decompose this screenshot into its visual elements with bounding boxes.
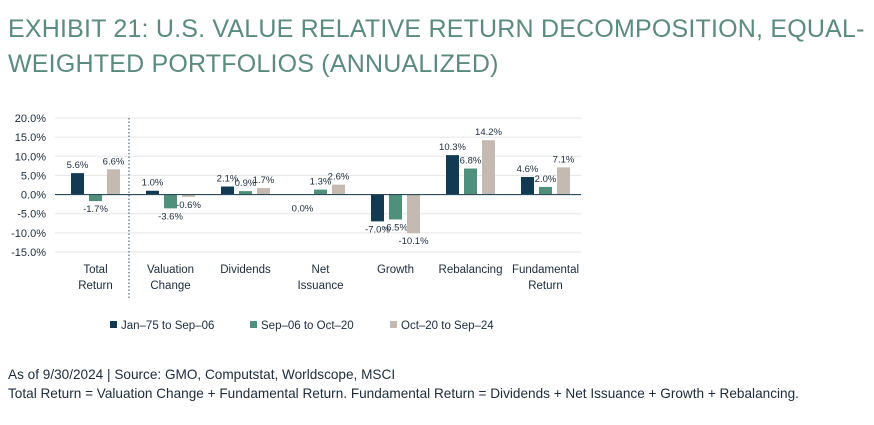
legend-label: Oct–20 to Sep–24 (401, 320, 494, 332)
bar-2 (89, 194, 102, 202)
bar-1 (521, 176, 534, 195)
y-tick-label: -10.0% (11, 228, 46, 240)
y-tick-label: 0.0% (21, 190, 46, 202)
data-label: 2.1% (217, 174, 239, 185)
bar-3 (107, 169, 120, 195)
formula-note: Total Return = Valuation Change + Fundam… (8, 386, 799, 401)
data-label: -6.5% (383, 222, 408, 233)
x-category-label: Total (83, 264, 107, 276)
legend-swatch-1 (110, 321, 117, 328)
bar-2 (164, 194, 177, 209)
bar-3 (557, 167, 570, 195)
x-category-label: Return (528, 280, 563, 292)
data-label: 4.6% (517, 164, 539, 175)
data-label: 7.1% (553, 154, 575, 165)
relative-return-decomposition-chart: -15.0% -10.0% -5.0% 0.0% 5.0% 10.0% 15.0% 20.0%… (11, 113, 581, 332)
bar-2 (464, 168, 477, 195)
bar-1 (371, 194, 384, 222)
data-label: 5.6% (67, 160, 89, 171)
source-note: As of 9/30/2024 | Source: GMO, Computsta… (8, 367, 396, 382)
data-label: 2.6% (328, 172, 350, 183)
x-category-label: Rebalancing (439, 264, 503, 276)
data-label: 14.2% (475, 127, 502, 138)
data-label: 1.3% (310, 177, 332, 188)
bar-1 (71, 173, 84, 195)
data-label: 1.0% (142, 178, 164, 189)
y-tick-label: -15.0% (11, 247, 46, 259)
data-label: 0.9% (235, 178, 257, 189)
legend-label: Sep–06 to Oct–20 (261, 320, 354, 332)
x-category-label: Change (150, 280, 190, 292)
legend-label: Jan–75 to Sep–06 (121, 320, 214, 332)
y-tick-label: 15.0% (15, 132, 46, 144)
x-category-label: Net (312, 264, 331, 276)
bar-2 (539, 186, 552, 195)
data-label: -0.6% (176, 200, 201, 211)
x-category-label: Fundamental (512, 264, 579, 276)
bar-1 (446, 155, 459, 195)
data-label: -10.1% (398, 236, 429, 247)
x-category-label: Growth (377, 264, 414, 276)
bar-2 (314, 189, 327, 195)
data-label: -7.0% (365, 224, 390, 235)
bar-3 (182, 194, 195, 197)
x-category-label: Valuation (147, 264, 194, 276)
bar-2 (239, 191, 252, 195)
bar-1 (221, 186, 234, 195)
x-category-label: Dividends (220, 264, 271, 276)
bar-3 (332, 184, 345, 195)
legend-swatch-2 (250, 321, 257, 328)
data-label: -1.7% (83, 204, 108, 215)
bar-3 (407, 194, 420, 234)
bar-3 (482, 140, 495, 195)
y-tick-label: 5.0% (21, 170, 46, 182)
data-label: -3.6% (158, 211, 183, 222)
y-tick-label: -5.0% (17, 209, 46, 221)
y-tick-label: 20.0% (15, 113, 46, 125)
data-label: 10.3% (439, 142, 466, 153)
data-label: 0.0% (292, 204, 314, 215)
chart-footer: As of 9/30/2024 | Source: GMO, Computsta… (8, 365, 868, 403)
y-tick-label: 10.0% (15, 151, 46, 163)
data-label: 1.7% (253, 175, 275, 186)
legend-swatch-3 (390, 321, 397, 328)
page-title: EXHIBIT 21: U.S. VALUE RELATIVE RETURN D… (8, 15, 865, 78)
data-label: 6.8% (460, 156, 482, 167)
x-category-label: Issuance (297, 280, 343, 292)
bar-2 (389, 194, 402, 220)
data-label: 2.0% (535, 174, 557, 185)
bar-1 (146, 190, 159, 195)
x-category-label: Return (78, 280, 113, 292)
bar-3 (257, 188, 270, 195)
data-label: 6.6% (103, 156, 125, 167)
